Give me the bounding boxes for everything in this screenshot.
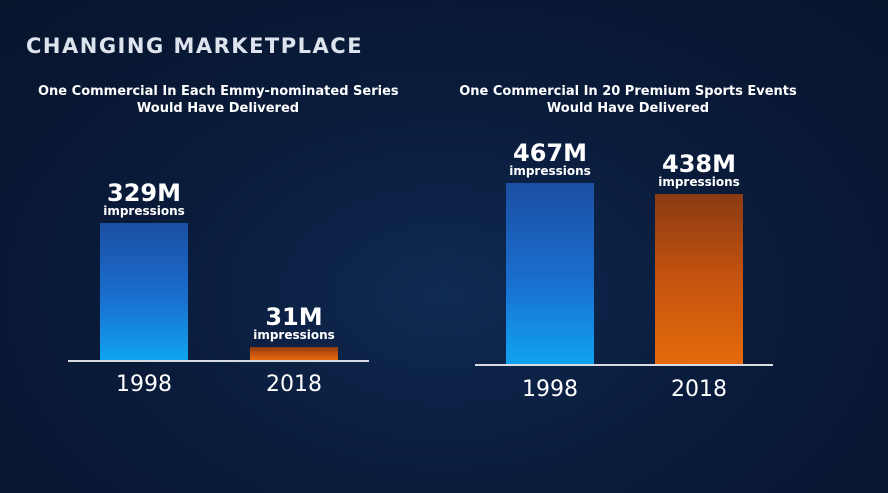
unit-label-2018: impressions <box>253 328 335 342</box>
bar-1998 <box>100 223 188 360</box>
bar-2018 <box>250 347 338 360</box>
chart-title-line-1: One Commercial In 20 Premium Sports Even… <box>459 84 797 99</box>
x-axis-line <box>475 364 773 366</box>
chart-title-line-1: One Commercial In Each Emmy-nominated Se… <box>38 84 399 99</box>
bar-1998 <box>506 183 594 364</box>
chart-title: One Commercial In Each Emmy-nominated Se… <box>38 83 399 117</box>
value-label-1998: 329M <box>107 179 181 207</box>
unit-label-1998: impressions <box>509 164 591 178</box>
unit-label-1998: impressions <box>103 204 185 218</box>
value-label-2018: 31M <box>265 303 323 331</box>
x-axis-line <box>68 360 369 362</box>
unit-label-2018: impressions <box>658 175 740 189</box>
value-label-2018: 438M <box>662 150 736 178</box>
x-label-2018: 2018 <box>671 377 727 402</box>
x-label-1998: 1998 <box>116 372 172 397</box>
chart-title: One Commercial In 20 Premium Sports Even… <box>448 83 808 117</box>
value-label-1998: 467M <box>513 139 587 167</box>
chart-title-line-2: Would Have Delivered <box>136 101 300 116</box>
chart-title-line-2: Would Have Delivered <box>546 101 710 116</box>
x-label-2018: 2018 <box>266 372 322 397</box>
page-title: CHANGING MARKETPLACE <box>26 34 364 58</box>
x-label-1998: 1998 <box>522 377 578 402</box>
bar-2018 <box>655 194 743 364</box>
